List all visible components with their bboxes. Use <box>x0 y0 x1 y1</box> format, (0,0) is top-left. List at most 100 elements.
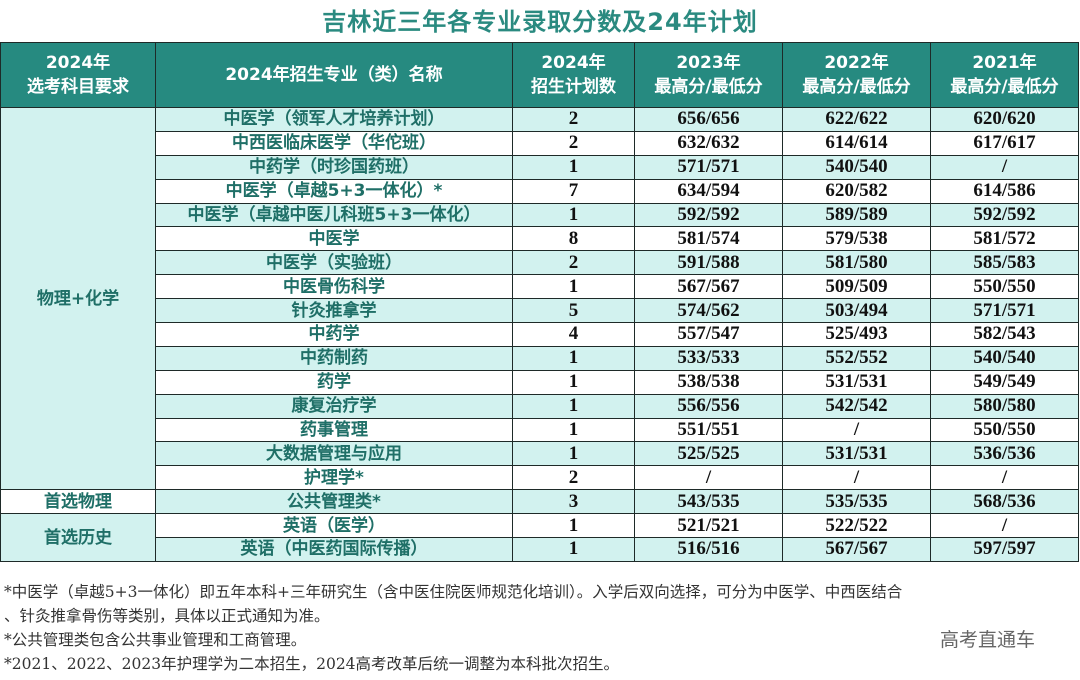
table-row: 康复治疗学 1 556/556 542/542 580/580 <box>1 393 1079 419</box>
page-title: 吉林近三年各专业录取分数及24年计划 <box>322 8 758 36</box>
header-2021: 2021年 最高分/最低分 <box>930 42 1079 108</box>
score-2023-cell: 656/656 <box>634 107 783 132</box>
score-2022-cell: / <box>782 465 931 491</box>
score-2022-cell: 581/580 <box>782 250 931 276</box>
major-cell: 中药制药 <box>155 345 513 371</box>
table-row: 物理+化学 中医学（领军人才培养计划） 2 656/656 622/622 620/620 <box>0 106 1079 491</box>
score-2021-cell: 597/597 <box>930 537 1079 562</box>
score-2023-cell: 574/562 <box>634 298 783 324</box>
requirement-cell: 物理+化学 <box>0 106 156 491</box>
table-row: 首选历史 英语（医学） 1 521/521 522/522/ <box>0 513 1079 562</box>
score-2021-cell: 550/550 <box>930 274 1079 300</box>
major-cell: 针灸推拿学 <box>155 298 513 324</box>
table-row: 中医学（卓越5+3一体化）* 7 634/594 620/582 614/586 <box>1 178 1079 204</box>
table-row: 中药学 4 557/547 525/493 582/543 <box>1 322 1079 347</box>
score-2022-cell: 531/531 <box>782 441 931 467</box>
table-row: 中医学 8 581/574 579/538 581/572 <box>1 226 1079 252</box>
plan-cell: 1 <box>512 441 635 467</box>
score-2022-cell: 525/493 <box>782 322 931 347</box>
header-requirement: 2024年 选考科目要求 <box>0 42 156 108</box>
table-row: 针灸推拿学 5 574/562 503/494 571/571 <box>1 298 1079 324</box>
score-2023-cell: 538/538 <box>634 369 783 395</box>
plan-cell: 3 <box>512 489 635 515</box>
plan-cell: 1 <box>512 417 635 443</box>
score-2021-cell: 620/620 <box>930 107 1079 132</box>
score-2021-cell: 617/617 <box>930 130 1079 156</box>
table-row: 中药学（时珍国药班） 1 571/571 540/540/ <box>1 154 1079 180</box>
score-2023-cell: 557/547 <box>634 322 783 347</box>
major-cell: 中医学（卓越5+3一体化）* <box>155 178 513 204</box>
table-row: 药学 1 538/538 531/531 549/549 <box>1 369 1079 395</box>
score-2021-cell: / <box>930 465 1079 491</box>
plan-cell: 1 <box>512 513 635 539</box>
score-2022-cell: 552/552 <box>782 345 931 371</box>
score-2023-cell: 525/525 <box>634 441 783 467</box>
footnotes: *中医学（卓越5+3一体化）即五年本科+三年研究生（含中医住院医师规范化培训）。… <box>4 580 1076 676</box>
score-2022-cell: 522/522 <box>782 513 931 539</box>
score-2023-cell: 571/571 <box>634 154 783 180</box>
score-2022-cell: 531/531 <box>782 369 931 395</box>
plan-cell: 4 <box>512 322 635 347</box>
plan-cell: 2 <box>512 465 635 491</box>
score-2022-cell: 509/509 <box>782 274 931 300</box>
table-row: 英语（中医药国际传播） 1 516/516 567/567 597/597 <box>1 537 1079 562</box>
major-cell: 中药学（时珍国药班） <box>155 154 513 180</box>
score-2023-cell: 551/551 <box>634 417 783 443</box>
watermark: 高考直通车 <box>940 629 1036 651</box>
score-2023-cell: 543/535 <box>634 489 783 515</box>
score-2021-cell: 568/536 <box>930 489 1079 515</box>
score-2021-cell: 614/586 <box>930 178 1079 204</box>
major-cell: 中医骨伤科学 <box>155 274 513 300</box>
major-cell: 中医学（卓越中医儿科班5+3一体化） <box>155 202 513 228</box>
table-row: 中药制药 1 533/533 552/552 540/540 <box>1 345 1079 371</box>
major-cell: 护理学* <box>155 465 513 491</box>
score-2021-cell: 549/549 <box>930 369 1079 395</box>
score-2023-cell: 592/592 <box>634 202 783 228</box>
footnote: *2021、2022、2023年护理学为二本招生，2024高考改革后统一调整为本… <box>4 655 620 673</box>
score-2023-cell: 632/632 <box>634 130 783 156</box>
score-2021-cell: 550/550 <box>930 417 1079 443</box>
score-2023-cell: 634/594 <box>634 178 783 204</box>
score-2022-cell: 540/540 <box>782 154 931 180</box>
score-2023-cell: / <box>634 465 783 491</box>
major-cell: 康复治疗学 <box>155 393 513 419</box>
score-2021-cell: 581/572 <box>930 226 1079 252</box>
table-row: 中医骨伤科学 1 567/567 509/509 550/550 <box>1 274 1079 300</box>
plan-cell: 1 <box>512 345 635 371</box>
admission-table: 2024年 选考科目要求 2024年招生专业（类）名称 2024年 招生计划数 20… <box>0 42 1079 562</box>
table-row: 大数据管理与应用 1 525/525 531/531 536/536 <box>1 441 1079 467</box>
plan-cell: 2 <box>512 130 635 156</box>
score-2022-cell: 589/589 <box>782 202 931 228</box>
footnote: *中医学（卓越5+3一体化）即五年本科+三年研究生（含中医住院医师规范化培训）。… <box>4 583 903 601</box>
score-2023-cell: 521/521 <box>634 513 783 539</box>
score-2023-cell: 533/533 <box>634 345 783 371</box>
table-row: 护理学* 2// / <box>1 465 1079 491</box>
footnote: *公共管理类包含公共事业管理和工商管理。 <box>4 631 307 649</box>
plan-cell: 2 <box>512 250 635 276</box>
score-2021-cell: / <box>930 154 1079 180</box>
header-plan: 2024年 招生计划数 <box>512 42 635 108</box>
score-2023-cell: 567/567 <box>634 274 783 300</box>
score-2022-cell: 567/567 <box>782 537 931 562</box>
major-cell: 药事管理 <box>155 417 513 443</box>
table-body: 物理+化学 中医学（领军人才培养计划） 2 656/656 622/622 620/620… <box>0 106 1079 562</box>
footnote: 、针灸推拿骨伤等类别，具体以正式通知为准。 <box>4 607 330 625</box>
score-2022-cell: 614/614 <box>782 130 931 156</box>
score-2023-cell: 581/574 <box>634 226 783 252</box>
score-2023-cell: 516/516 <box>634 537 783 562</box>
table-row: 首选物理 公共管理类* 3 543/535 535/535 568/536 <box>0 489 1079 515</box>
header-2023: 2023年 最高分/最低分 <box>634 42 783 108</box>
plan-cell: 2 <box>512 107 635 132</box>
score-2022-cell: 503/494 <box>782 298 931 324</box>
plan-cell: 8 <box>512 226 635 252</box>
plan-cell: 1 <box>512 393 635 419</box>
major-cell: 药学 <box>155 369 513 395</box>
requirement-cell: 首选物理 <box>0 489 156 515</box>
score-2021-cell: 571/571 <box>930 298 1079 324</box>
plan-cell: 1 <box>512 369 635 395</box>
header-2022: 2022年 最高分/最低分 <box>782 42 931 108</box>
plan-cell: 1 <box>512 154 635 180</box>
major-cell: 英语（医学） <box>155 513 513 539</box>
table-row: 中西医临床医学（华佗班） 2 632/632 614/614 617/617 <box>1 130 1079 156</box>
score-2023-cell: 591/588 <box>634 250 783 276</box>
